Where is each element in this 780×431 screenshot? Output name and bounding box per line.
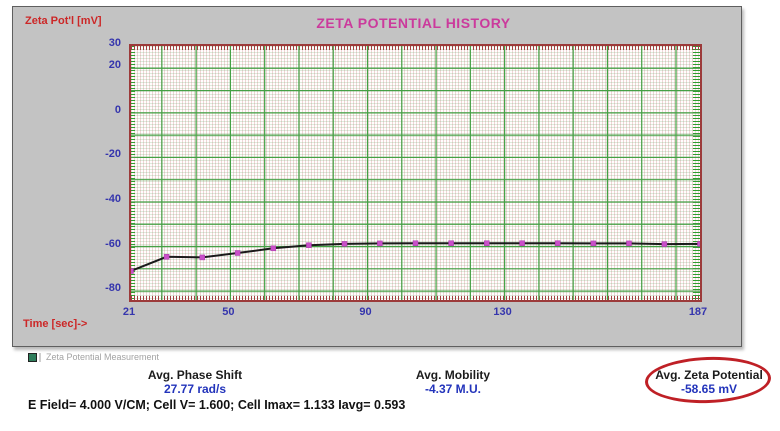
avg-mobility-label: Avg. Mobility: [415, 368, 491, 382]
window-icon: [28, 352, 37, 362]
stat-avg-mobility: Avg. Mobility -4.37 M.U.: [353, 368, 553, 397]
y-tick-0: 0: [114, 103, 121, 116]
avg-phase-shift-value: 27.77 rad/s: [163, 382, 227, 396]
chart-svg: [131, 46, 700, 300]
y-tick--20: -20: [105, 148, 121, 161]
avg-phase-shift-label: Avg. Phase Shift: [147, 368, 243, 382]
window-icon-bar: [39, 352, 41, 362]
y-axis-title: Zeta Pot'l [mV]: [25, 15, 102, 27]
zeta-potential-plot: [129, 44, 702, 302]
measurement-caption-text: Zeta Potential Measurement: [46, 352, 160, 362]
y-tick--80: -80: [105, 282, 121, 295]
x-tick-50: 50: [222, 306, 235, 318]
stat-avg-phase-shift: Avg. Phase Shift 27.77 rad/s: [95, 368, 295, 397]
avg-zeta-potential-value: -58.65 mV: [680, 382, 738, 396]
chart-title: ZETA POTENTIAL HISTORY: [316, 15, 511, 31]
y-tick-30: 30: [108, 37, 121, 49]
stat-avg-zeta-potential: Avg. Zeta Potential -58.65 mV: [609, 368, 780, 397]
y-tick-20: 20: [108, 59, 121, 72]
y-tick--60: -60: [105, 237, 121, 250]
efield-status-line: E Field= 4.000 V/CM; Cell V= 1.600; Cell…: [28, 398, 406, 412]
y-tick--40: -40: [105, 192, 121, 205]
avg-mobility-value: -4.37 M.U.: [424, 382, 481, 396]
x-tick-90: 90: [359, 306, 372, 318]
measurement-window-caption: Zeta Potential Measurement: [28, 352, 159, 362]
avg-zeta-potential-label: Avg. Zeta Potential: [655, 368, 763, 382]
zeta-history-chart-panel: Zeta Pot'l [mV] ZETA POTENTIAL HISTORY 3…: [12, 6, 742, 347]
x-axis-title: Time [sec]->: [23, 318, 88, 330]
x-tick-187: 187: [688, 306, 708, 318]
x-tick-130: 130: [493, 306, 512, 318]
x-tick-21: 21: [122, 306, 136, 318]
